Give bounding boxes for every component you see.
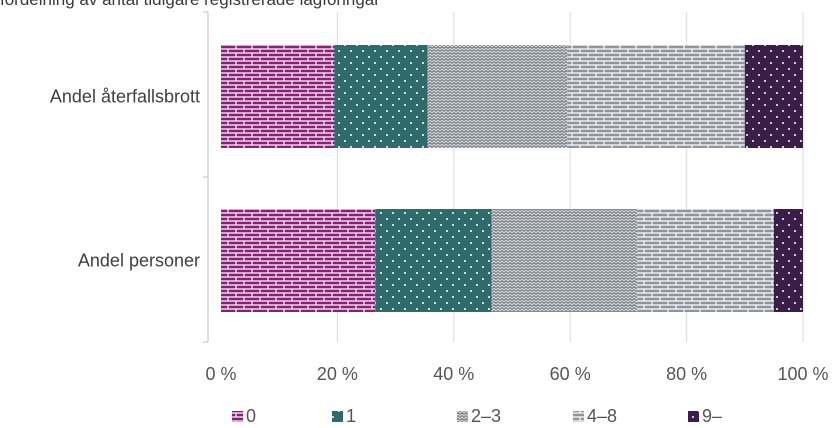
bar-segment bbox=[567, 45, 745, 148]
x-tick-label: 80 % bbox=[666, 364, 707, 384]
x-tick-label: 20 % bbox=[317, 364, 358, 384]
bar-segment bbox=[334, 45, 428, 148]
bar-segment bbox=[221, 209, 376, 312]
bar-segment bbox=[221, 45, 335, 148]
legend-swatch bbox=[573, 411, 584, 422]
axes: 0 % 20 % 40 % 60 % 80 % 100 % Andel återfallsb… bbox=[50, 11, 829, 384]
chart-caption: fördelning av antal tidigare registrerad… bbox=[0, 0, 839, 10]
legend-label: 1 bbox=[346, 406, 356, 426]
legend-swatch bbox=[457, 411, 468, 422]
x-tick-label: 40 % bbox=[433, 364, 474, 384]
x-tick-label: 60 % bbox=[550, 364, 591, 384]
x-tick-label: 100 % bbox=[777, 364, 828, 384]
bar-segment bbox=[427, 45, 568, 148]
x-tick-label: 0 % bbox=[205, 364, 236, 384]
legend-label: 2–3 bbox=[471, 406, 501, 426]
legend: 0 1 2–3 4–8 9– bbox=[232, 406, 722, 426]
legend-label: 4–8 bbox=[587, 406, 617, 426]
bar-segment bbox=[637, 209, 774, 312]
bar-segment bbox=[744, 45, 803, 148]
legend-swatch bbox=[688, 411, 699, 422]
category-label: Andel återfallsbrott bbox=[50, 87, 200, 107]
legend-swatch bbox=[232, 411, 243, 422]
bar-segment bbox=[375, 209, 492, 312]
legend-label: 9– bbox=[702, 406, 722, 426]
bars bbox=[221, 45, 803, 312]
bar-segment bbox=[773, 209, 803, 312]
legend-label: 0 bbox=[246, 406, 256, 426]
legend-swatch bbox=[332, 411, 343, 422]
bar-segment bbox=[491, 209, 638, 312]
category-label: Andel personer bbox=[78, 251, 200, 271]
